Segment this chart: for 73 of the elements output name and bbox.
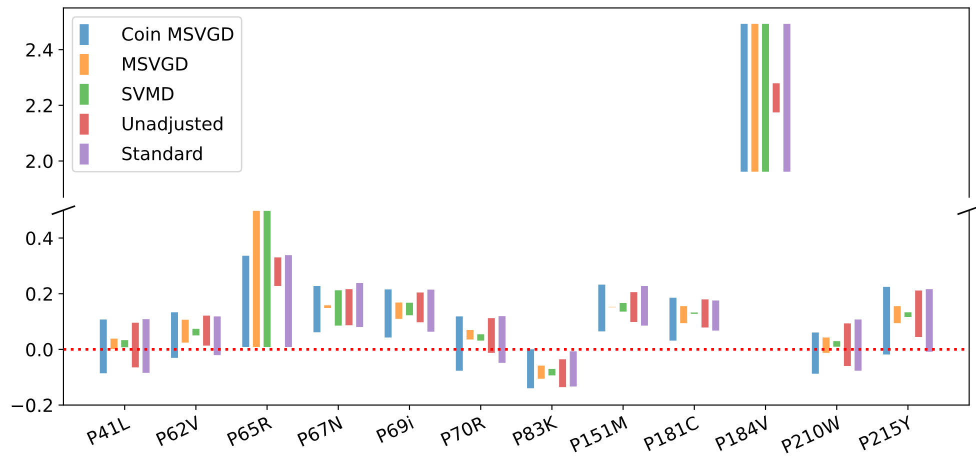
bar — [618, 302, 628, 313]
legend-label: Standard — [122, 146, 202, 160]
y-tick-label: 0.2 — [26, 287, 52, 301]
bar — [892, 305, 902, 324]
bar — [668, 296, 678, 342]
bar — [131, 322, 140, 368]
legend-label: SVMD — [122, 86, 174, 101]
bar — [252, 210, 261, 348]
bar — [914, 290, 923, 338]
y-tick-label: 2.0 — [26, 154, 53, 168]
bar — [212, 316, 222, 356]
bar — [487, 317, 496, 354]
x-tick-label: P83K — [512, 414, 558, 446]
bar — [312, 285, 322, 334]
bar — [180, 318, 190, 344]
bar — [832, 340, 842, 348]
y-tick-label: 0.4 — [26, 231, 53, 246]
bar — [455, 316, 464, 372]
bar — [202, 314, 211, 346]
bar — [416, 292, 425, 324]
bar — [640, 285, 649, 326]
bar — [142, 318, 150, 374]
legend-label: Coin MSVGD — [122, 26, 234, 41]
bar — [241, 254, 250, 348]
bar — [466, 329, 474, 340]
y-tick-label: 2.2 — [26, 98, 52, 112]
bar — [262, 210, 272, 348]
bar — [679, 305, 688, 324]
bar — [273, 256, 282, 287]
bar — [394, 302, 404, 320]
bar — [882, 286, 891, 356]
bar — [558, 358, 567, 388]
bar — [597, 284, 606, 332]
bar — [904, 311, 912, 318]
bar — [110, 338, 118, 350]
bar — [355, 282, 364, 328]
bar — [924, 288, 934, 353]
bar — [334, 289, 343, 326]
y-tick-label: 0.0 — [26, 342, 53, 357]
bar — [170, 311, 179, 359]
y-tick-label: −0.2 — [12, 398, 52, 412]
legend-label: MSVGD — [122, 57, 188, 71]
y-tick-label: 2.4 — [26, 43, 53, 57]
bar — [526, 348, 535, 390]
bar — [476, 333, 486, 342]
bar — [548, 368, 556, 376]
legend-label: Unadjusted — [122, 116, 222, 134]
bar — [536, 364, 546, 380]
bar — [323, 304, 332, 309]
bar — [192, 328, 200, 336]
bar — [700, 298, 710, 328]
bar — [568, 350, 578, 388]
bar — [98, 318, 108, 374]
bar — [384, 288, 392, 338]
x-tick-label: P67N — [297, 416, 343, 447]
x-tick-label: P41L — [86, 415, 130, 446]
bar — [822, 336, 830, 354]
bar — [629, 291, 638, 323]
bar — [711, 300, 720, 332]
bar — [426, 288, 436, 333]
x-tick-label: P70R — [440, 415, 486, 446]
bar — [811, 332, 820, 375]
bar — [498, 315, 506, 364]
bar — [344, 288, 354, 326]
bar — [284, 254, 293, 348]
x-tick-label: P69i — [376, 416, 414, 444]
bar — [120, 339, 130, 348]
bar — [405, 302, 414, 316]
bar — [854, 318, 862, 372]
bar — [843, 322, 852, 367]
bar — [690, 312, 699, 315]
x-tick-label: P65R — [226, 415, 273, 446]
x-tick-label: P62V — [156, 415, 202, 446]
